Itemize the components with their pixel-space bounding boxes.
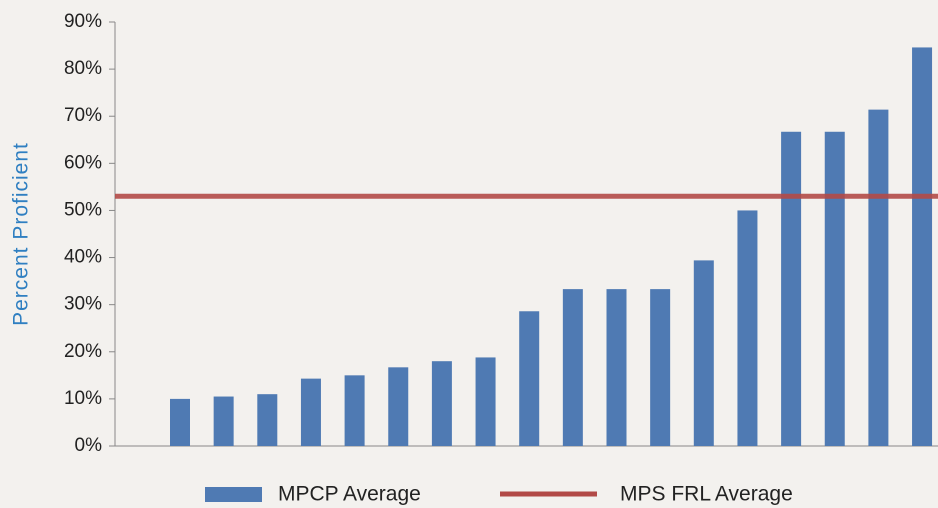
bar	[868, 109, 889, 447]
bar	[257, 394, 278, 446]
bar	[213, 396, 234, 446]
y-tick-label: 50%	[64, 199, 102, 220]
y-tick-label: 30%	[64, 294, 102, 315]
bar	[344, 375, 365, 446]
y-tick-label: 10%	[64, 388, 102, 409]
legend-label: MPCP Average	[278, 483, 421, 506]
bar	[824, 131, 845, 446]
y-tick-label: 90%	[64, 11, 102, 32]
bar	[693, 260, 714, 446]
bar	[431, 361, 452, 446]
y-tick-label: 60%	[64, 152, 102, 173]
y-tick-label: 70%	[64, 105, 102, 126]
legend-swatch	[205, 487, 262, 502]
y-tick-label: 80%	[64, 58, 102, 79]
y-tick-label: 0%	[75, 435, 103, 456]
y-tick-label: 40%	[64, 247, 102, 268]
y-axis-label: Percent Proficient	[10, 142, 33, 326]
bar	[606, 289, 627, 446]
bar	[737, 210, 758, 446]
bar	[475, 357, 496, 446]
bar	[650, 289, 671, 446]
bar	[388, 367, 409, 446]
bar	[781, 131, 802, 446]
bar	[170, 398, 190, 446]
legend-label: MPS FRL Average	[620, 483, 793, 506]
y-tick-label: 20%	[64, 341, 102, 362]
bar	[519, 311, 540, 446]
bar	[912, 47, 933, 446]
bar	[562, 289, 583, 446]
bar	[300, 378, 321, 446]
